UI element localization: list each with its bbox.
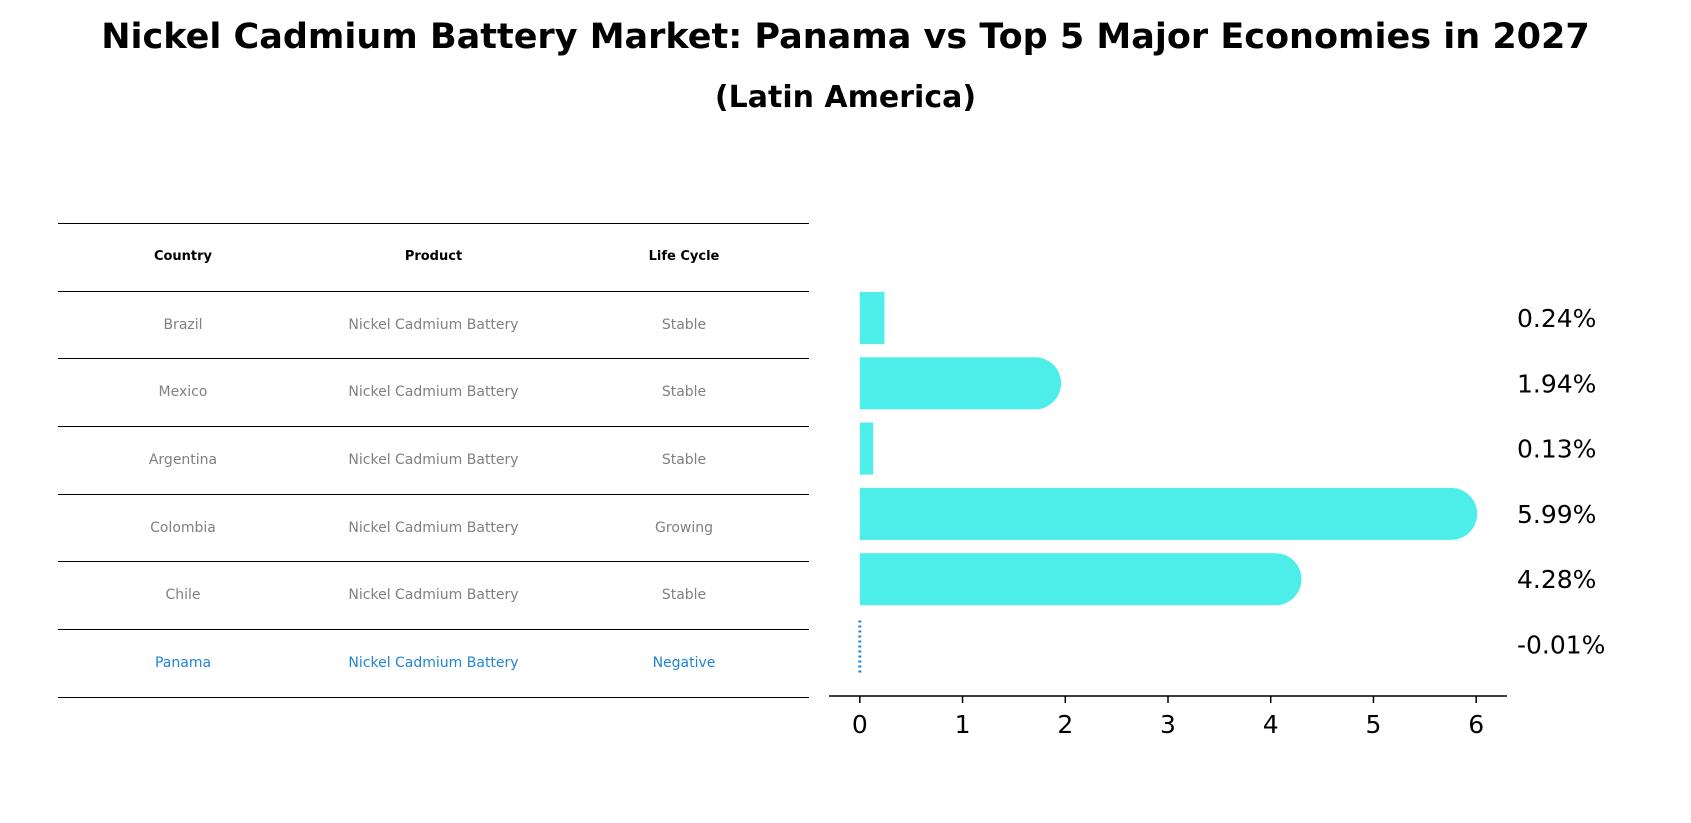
product-cell: Nickel Cadmium Battery bbox=[348, 316, 519, 333]
x-tick-label: 3 bbox=[1160, 710, 1176, 739]
product-cell: Nickel Cadmium Battery bbox=[348, 655, 519, 672]
x-tick-label: 6 bbox=[1468, 710, 1484, 739]
product-cell: Nickel Cadmium Battery bbox=[348, 519, 519, 536]
product-cell: Nickel Cadmium Battery bbox=[348, 587, 519, 604]
chart-subtitle: (Latin America) bbox=[714, 80, 977, 115]
bar-colombia bbox=[859, 487, 1450, 540]
value-label: 5.99% bbox=[1517, 500, 1596, 529]
bar-cap-mexico bbox=[1009, 357, 1062, 410]
country-cell: Chile bbox=[165, 587, 201, 604]
table-row: Colombia Nickel Cadmium Battery Growing bbox=[58, 493, 809, 562]
product-cell: Nickel Cadmium Battery bbox=[348, 384, 519, 401]
value-label: 4.28% bbox=[1517, 565, 1596, 594]
life-cycle-cell: Stable bbox=[661, 384, 707, 401]
x-tick-label: 4 bbox=[1263, 710, 1279, 739]
life-cycle-cell: Stable bbox=[661, 316, 707, 333]
value-label: 0.13% bbox=[1517, 435, 1596, 464]
life-cycle-cell: Growing bbox=[655, 519, 713, 536]
bar-brazil bbox=[859, 292, 885, 344]
country-cell: Argentina bbox=[148, 452, 218, 469]
table-row-highlight: Panama Nickel Cadmium Battery Negative bbox=[58, 629, 809, 698]
x-tick-label: 5 bbox=[1366, 710, 1382, 739]
value-label: -0.01% bbox=[1517, 631, 1605, 660]
data-table: Country Product Life Cycle Brazil Nickel… bbox=[58, 223, 809, 698]
chart-title: Nickel Cadmium Battery Market: Panama vs… bbox=[101, 17, 1590, 57]
value-label: 1.94% bbox=[1517, 369, 1596, 398]
bar-mexico bbox=[859, 357, 1034, 410]
country-cell: Colombia bbox=[150, 519, 216, 536]
bar-argentina bbox=[859, 422, 874, 475]
table-row: Argentina Nickel Cadmium Battery Stable bbox=[58, 426, 809, 494]
country-cell: Brazil bbox=[163, 316, 203, 333]
header-product: Product bbox=[404, 249, 463, 264]
bar-cap-colombia bbox=[1425, 487, 1478, 540]
bar-chile bbox=[859, 553, 1274, 606]
country-cell: Panama bbox=[154, 655, 212, 672]
header-life-cycle: Life Cycle bbox=[648, 249, 720, 264]
bar-cap-chile bbox=[1249, 553, 1302, 606]
country-cell: Mexico bbox=[158, 384, 208, 401]
value-label: 0.24% bbox=[1517, 304, 1596, 333]
life-cycle-cell: Negative bbox=[652, 655, 716, 672]
table-header-row: Country Product Life Cycle bbox=[58, 223, 809, 291]
x-tick-label: 0 bbox=[852, 710, 868, 739]
table-row: Brazil Nickel Cadmium Battery Stable bbox=[58, 290, 809, 359]
header-country: Country bbox=[153, 249, 213, 264]
table-row: Chile Nickel Cadmium Battery Stable bbox=[58, 561, 809, 629]
life-cycle-cell: Stable bbox=[661, 452, 707, 469]
x-tick-label: 1 bbox=[955, 710, 971, 739]
x-tick-label: 2 bbox=[1057, 710, 1073, 739]
table-row: Mexico Nickel Cadmium Battery Stable bbox=[58, 358, 809, 426]
life-cycle-cell: Stable bbox=[661, 587, 707, 604]
product-cell: Nickel Cadmium Battery bbox=[348, 452, 519, 469]
